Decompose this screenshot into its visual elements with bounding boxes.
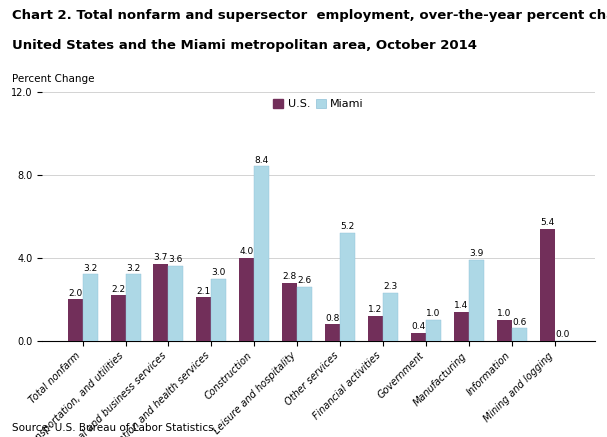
Text: 1.4: 1.4 <box>454 301 469 310</box>
Bar <box>154 264 169 341</box>
Text: 3.2: 3.2 <box>83 264 97 273</box>
Bar <box>110 295 126 341</box>
Bar <box>411 333 426 341</box>
Text: 8.4: 8.4 <box>255 156 269 165</box>
Text: 2.1: 2.1 <box>197 287 211 295</box>
Text: Source: U.S. Bureau of Labor Statistics.: Source: U.S. Bureau of Labor Statistics. <box>12 423 217 433</box>
Text: 3.0: 3.0 <box>212 268 226 277</box>
Bar <box>67 299 83 341</box>
Text: 4.0: 4.0 <box>240 247 254 256</box>
Bar <box>512 329 527 341</box>
Bar <box>368 316 383 341</box>
Bar <box>426 320 441 341</box>
Bar <box>340 233 355 341</box>
Bar <box>282 283 297 341</box>
Text: 5.4: 5.4 <box>540 218 554 227</box>
Text: Chart 2. Total nonfarm and supersector  employment, over-the-year percent change: Chart 2. Total nonfarm and supersector e… <box>12 9 607 22</box>
Bar <box>239 258 254 341</box>
Text: 0.4: 0.4 <box>412 322 426 331</box>
Legend: U.S., Miami: U.S., Miami <box>269 95 368 114</box>
Text: 2.8: 2.8 <box>283 272 297 281</box>
Text: 0.8: 0.8 <box>325 314 340 323</box>
Text: 2.0: 2.0 <box>68 289 82 298</box>
Text: 1.2: 1.2 <box>368 305 382 314</box>
Text: 2.6: 2.6 <box>297 276 312 285</box>
Text: Percent Change: Percent Change <box>12 74 95 84</box>
Bar <box>126 274 141 341</box>
Text: United States and the Miami metropolitan area, October 2014: United States and the Miami metropolitan… <box>12 39 477 52</box>
Text: 2.2: 2.2 <box>111 284 125 294</box>
Bar <box>83 274 98 341</box>
Bar <box>196 297 211 341</box>
Bar <box>325 324 340 341</box>
Bar <box>297 287 312 341</box>
Text: 3.7: 3.7 <box>154 253 168 262</box>
Bar <box>254 166 270 341</box>
Bar <box>469 260 484 341</box>
Bar <box>497 320 512 341</box>
Text: 1.0: 1.0 <box>426 309 441 319</box>
Bar <box>383 293 398 341</box>
Text: 1.0: 1.0 <box>497 309 512 319</box>
Text: 0.6: 0.6 <box>512 318 526 327</box>
Bar <box>169 266 183 341</box>
Text: 2.3: 2.3 <box>384 282 398 291</box>
Bar <box>211 279 226 341</box>
Text: 3.2: 3.2 <box>126 264 140 273</box>
Text: 5.2: 5.2 <box>341 222 354 231</box>
Bar <box>540 229 555 341</box>
Text: 3.6: 3.6 <box>169 256 183 264</box>
Text: 3.9: 3.9 <box>469 249 484 258</box>
Bar <box>454 312 469 341</box>
Text: 0.0: 0.0 <box>555 330 569 339</box>
